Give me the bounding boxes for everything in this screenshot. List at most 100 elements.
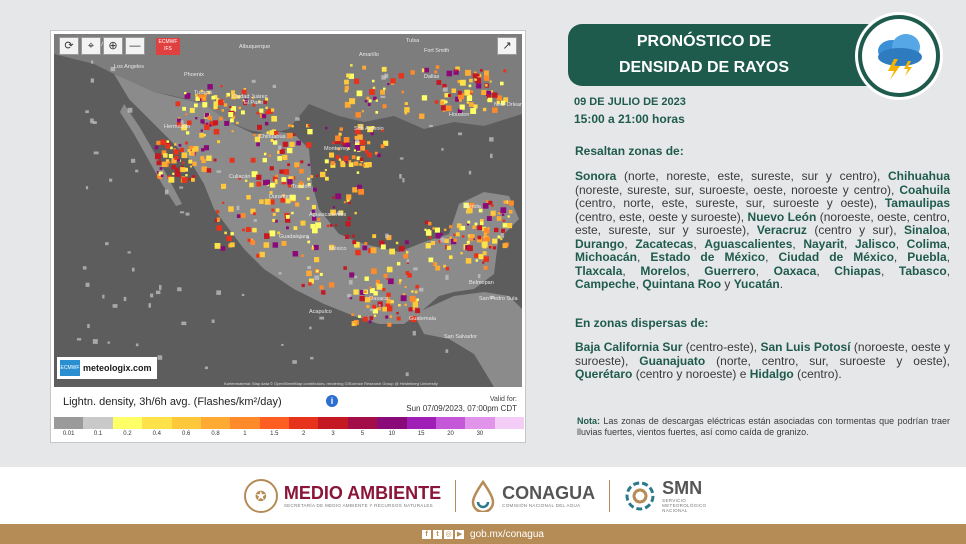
lightning-cell xyxy=(359,163,362,166)
lightning-cell xyxy=(349,98,356,105)
lightning-cell xyxy=(503,97,509,103)
lightning-cell xyxy=(487,227,490,230)
lightning-cell xyxy=(387,83,390,86)
instagram-icon[interactable]: ◎ xyxy=(444,529,454,539)
org2-subtitle: COMISIÓN NACIONAL DEL AGUA xyxy=(502,503,581,508)
lightning-cell xyxy=(465,69,471,76)
lightning-cell xyxy=(364,242,368,246)
zone-state: Sinaloa xyxy=(903,223,947,237)
lightning-cell xyxy=(502,243,508,249)
land-central-america xyxy=(414,292,522,387)
lightning-cell xyxy=(269,130,275,135)
youtube-icon[interactable]: ▶ xyxy=(455,529,465,539)
lightning-cell xyxy=(432,262,436,266)
lightning-cell xyxy=(486,216,492,221)
lightning-cell xyxy=(289,124,292,127)
zone-detail: (centro). xyxy=(793,367,842,381)
lightning-cell xyxy=(468,84,472,88)
lightning-cell xyxy=(217,140,221,144)
lightning-cell xyxy=(332,206,336,209)
lightning-cell xyxy=(353,149,356,152)
city-label: Phoenix xyxy=(184,72,204,78)
lightning-cell xyxy=(201,158,206,164)
legend-label: 0.1 xyxy=(93,431,103,437)
info-icon[interactable]: i xyxy=(326,395,338,407)
lightning-cell xyxy=(455,232,460,237)
lightning-cell xyxy=(338,158,342,161)
lightning-cell xyxy=(386,266,393,273)
lightning-cell xyxy=(207,84,213,90)
legend-swatch xyxy=(377,417,407,429)
site-url[interactable]: gob.mx/conagua xyxy=(470,528,544,540)
lightning-cell xyxy=(253,212,256,216)
refresh-button[interactable]: ⟳ xyxy=(59,37,79,55)
lightning-cell xyxy=(348,73,354,79)
smn-logo[interactable]: SMN SERVICIO METEOROLÓGICO NACIONAL xyxy=(624,478,722,513)
lightning-cell-low xyxy=(164,189,169,195)
lightning-cell xyxy=(415,284,420,289)
lightning-cell-low xyxy=(445,274,449,280)
lightning-cell-low xyxy=(319,316,325,320)
lightning-cell-low xyxy=(110,66,116,72)
lightning-cell xyxy=(482,261,485,264)
lightning-cell xyxy=(170,146,173,150)
lightning-cell xyxy=(265,97,269,101)
lightning-cell xyxy=(294,162,300,168)
share-icon[interactable]: ↗ xyxy=(497,37,517,55)
semarnat-logo[interactable]: ✪ MEDIO AMBIENTE SECRETARÍA DE MEDIO AMB… xyxy=(243,478,441,513)
lightning-cell xyxy=(267,108,273,114)
city-label: Dallas xyxy=(424,74,440,80)
lightning-cell xyxy=(289,194,296,201)
legend-swatch xyxy=(406,417,436,429)
lightning-cell xyxy=(414,290,418,294)
lightning-cell-low xyxy=(307,266,311,269)
zoom-out-button[interactable]: — xyxy=(125,37,145,55)
note-body: Las zonas de descargas eléctricas están … xyxy=(577,416,950,437)
twitter-icon[interactable]: t xyxy=(433,529,443,539)
zone-detail: , xyxy=(624,236,636,251)
lightning-cell xyxy=(497,235,501,239)
lightning-cell xyxy=(421,68,426,73)
legend-color-scale xyxy=(54,417,524,429)
lightning-cell-low xyxy=(348,280,353,285)
lightning-cell xyxy=(339,127,343,131)
lightning-cell xyxy=(285,217,291,223)
valid-for: Valid for: Sun 07/09/2023, 07:00pm CDT xyxy=(406,395,517,413)
lightning-cell xyxy=(483,256,489,262)
lightning-cell-low xyxy=(489,295,495,299)
lightning-cell xyxy=(383,273,388,278)
locate-button[interactable]: ⌖ xyxy=(81,37,101,55)
lightning-cell xyxy=(444,93,449,98)
lightning-cell xyxy=(410,70,415,75)
lightning-cell xyxy=(211,95,215,100)
lightning-map[interactable]: Las Vegas Albuquerque Amarillo Tulsa Los Ang… xyxy=(54,34,522,387)
lightning-cell-low xyxy=(123,296,127,302)
lightning-cell xyxy=(399,279,402,282)
lightning-cell-low xyxy=(82,266,87,270)
legend-label xyxy=(495,431,524,437)
facebook-icon[interactable]: f xyxy=(422,529,432,539)
legend-label: 0.6 xyxy=(182,431,191,437)
lightning-cell xyxy=(319,272,323,276)
org3-title: SMN xyxy=(662,478,703,498)
conagua-logo[interactable]: CONAGUA COMISIÓN NACIONAL DEL AGUA xyxy=(470,479,595,512)
lightning-cell-low xyxy=(477,274,481,279)
model-badge[interactable]: ECMWF IFS xyxy=(156,38,180,55)
legend-swatch xyxy=(465,417,495,429)
lightning-cell xyxy=(300,160,304,164)
lightning-cell xyxy=(445,105,452,112)
lightning-cell xyxy=(467,245,473,252)
lightning-cell xyxy=(201,148,205,152)
city-label: Ciudad Juárez xyxy=(232,94,268,100)
lightning-cell xyxy=(344,101,351,108)
lightning-cell xyxy=(236,214,241,218)
lightning-cell-low xyxy=(359,123,363,129)
lightning-cell xyxy=(207,115,212,121)
lightning-cell xyxy=(166,140,170,143)
lightning-cell xyxy=(317,218,321,222)
zoom-in-button[interactable]: ⊕ xyxy=(103,37,123,55)
meteologix-logo[interactable]: ECMWF meteologix.com xyxy=(57,357,157,379)
lightning-cell xyxy=(385,303,391,309)
lightning-cell xyxy=(313,244,319,251)
lightning-cell xyxy=(490,210,496,216)
